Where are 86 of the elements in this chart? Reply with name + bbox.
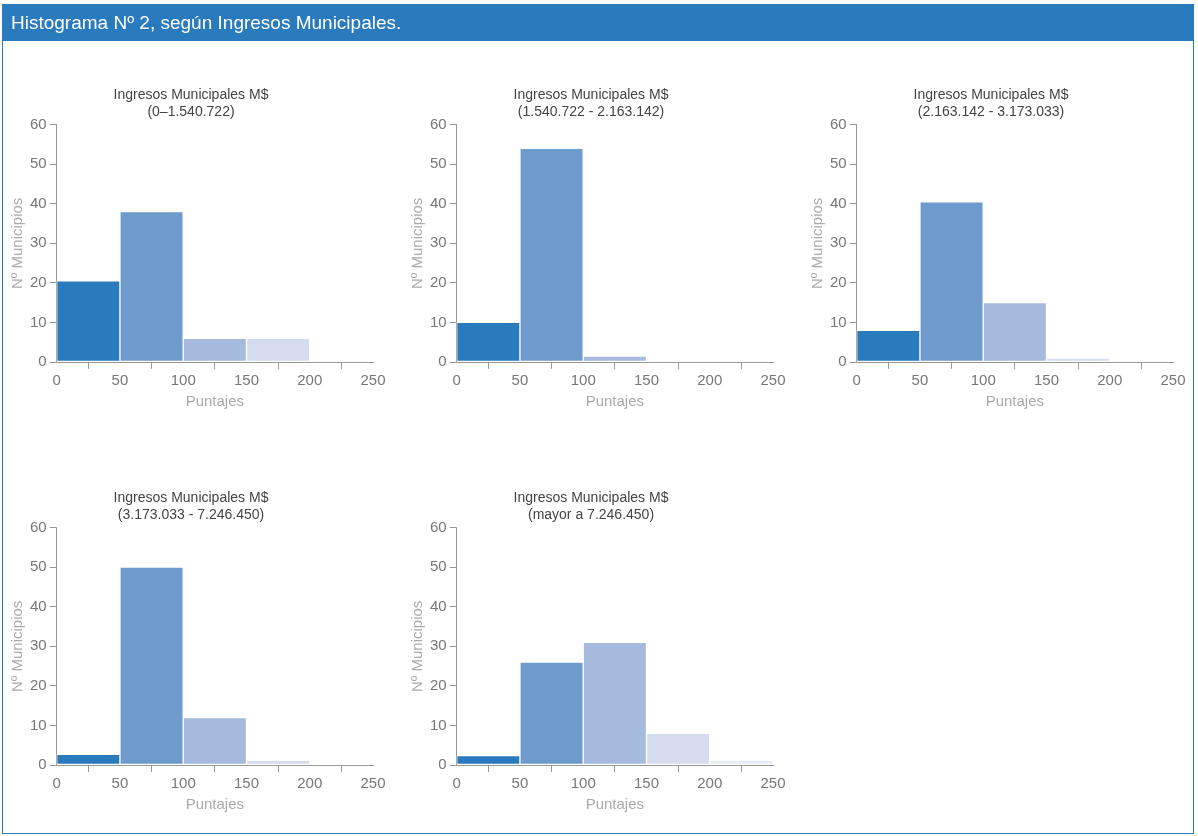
y-tick-label: 0 [838,352,847,370]
x-tick-label: 50 [111,774,129,792]
y-axis-title: Nº Municipios [408,197,426,289]
y-tick-label: 0 [38,352,47,370]
x-tick-label: 100 [970,371,996,389]
x-tick-label: 250 [360,774,386,792]
x-tick-label: 100 [170,774,196,792]
x-tick-label: 50 [911,371,929,389]
chart-title: Ingresos Municipales M$ [113,86,269,103]
x-tick-label: 250 [360,371,386,389]
chart-title: Ingresos Municipales M$ [113,489,269,506]
x-tick-label: 0 [852,371,861,389]
chart-title: Ingresos Municipales M$ [513,489,669,506]
y-tick-label: 30 [430,233,447,251]
y-tick-label: 60 [430,517,447,535]
y-tick-label: 30 [430,636,447,654]
x-tick-label: 150 [233,774,259,792]
chart-subtitle: (3.173.033 - 7.246.450) [117,506,265,523]
y-axis-title: Nº Municipios [8,600,26,692]
x-tick-label: 50 [511,371,529,389]
x-tick-label: 200 [297,371,323,389]
x-axis-title: Puntajes [585,392,645,410]
text: Histograma Nº 2, según Ingresos Municipales. [3,5,1193,41]
y-tick-label: 20 [830,273,847,291]
y-tick-label: 20 [30,676,47,694]
y-tick-label: 60 [30,517,47,535]
y-tick-label: 10 [30,715,47,733]
y-tick-label: 0 [438,755,447,773]
x-axis-title: Puntajes [185,795,245,813]
x-tick-label: 100 [170,371,196,389]
y-axis-title: Nº Municipios [8,197,26,289]
x-tick-label: 0 [452,371,461,389]
x-tick-label: 0 [52,371,61,389]
y-tick-label: 40 [430,193,447,211]
x-tick-label: 200 [1097,371,1123,389]
chart-subtitle: (2.163.142 - 3.173.033) [917,103,1065,120]
x-axis-title: Puntajes [985,392,1045,410]
x-tick-label: 200 [697,371,723,389]
x-tick-label: 150 [633,774,659,792]
y-tick-label: 10 [830,312,847,330]
chart-subtitle: (0–1.540.722) [147,103,235,120]
y-tick-label: 60 [30,114,47,132]
y-tick-label: 50 [30,154,47,172]
x-tick-label: 0 [52,774,61,792]
x-tick-label: 100 [570,371,596,389]
y-tick-label: 30 [830,233,847,251]
x-tick-label: 250 [760,774,786,792]
chart-title: Ingresos Municipales M$ [913,86,1069,103]
chart-subtitle: (mayor a 7.246.450) [527,506,655,523]
y-tick-label: 40 [830,193,847,211]
y-tick-label: 40 [30,596,47,614]
y-axis-title: Nº Municipios [808,197,826,289]
x-axis-title: Puntajes [585,795,645,813]
chart-subtitle: (1.540.722 - 2.163.142) [517,103,665,120]
x-tick-label: 150 [233,371,259,389]
y-tick-label: 50 [30,557,47,575]
x-tick-label: 200 [297,774,323,792]
x-tick-label: 150 [633,371,659,389]
y-tick-label: 50 [430,154,447,172]
chart-title: Ingresos Municipales M$ [513,86,669,103]
y-tick-label: 60 [430,114,447,132]
y-tick-label: 40 [30,193,47,211]
y-tick-label: 10 [430,312,447,330]
y-tick-label: 40 [430,596,447,614]
x-tick-label: 200 [697,774,723,792]
y-tick-label: 60 [830,114,847,132]
y-tick-label: 30 [30,636,47,654]
y-tick-label: 20 [30,273,47,291]
x-axis-title: Puntajes [185,392,245,410]
x-tick-label: 250 [760,371,786,389]
x-tick-label: 100 [570,774,596,792]
y-tick-label: 20 [430,273,447,291]
y-tick-label: 30 [30,233,47,251]
y-axis-title: Nº Municipios [408,600,426,692]
x-tick-label: 50 [511,774,529,792]
x-tick-label: 250 [1160,371,1186,389]
x-tick-label: 150 [1033,371,1059,389]
y-tick-label: 0 [38,755,47,773]
y-tick-label: 20 [430,676,447,694]
x-tick-label: 50 [111,371,129,389]
y-tick-label: 0 [438,352,447,370]
y-tick-label: 10 [30,312,47,330]
y-tick-label: 10 [430,715,447,733]
y-tick-label: 50 [430,557,447,575]
x-tick-label: 0 [452,774,461,792]
y-tick-label: 50 [830,154,847,172]
